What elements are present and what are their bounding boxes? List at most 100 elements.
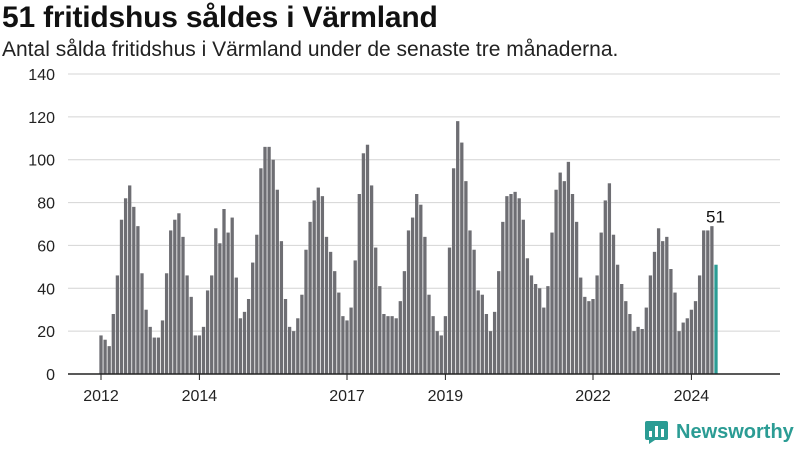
bar <box>501 221 505 374</box>
bar <box>423 236 427 374</box>
bar <box>562 181 566 374</box>
bar <box>517 198 521 374</box>
bar <box>341 316 345 374</box>
bar <box>505 196 509 374</box>
y-tick-label: 20 <box>37 324 55 341</box>
bar <box>111 314 115 374</box>
bar <box>529 275 534 374</box>
bar <box>185 275 189 374</box>
bar <box>275 189 279 374</box>
bar <box>283 299 288 374</box>
bar <box>464 181 468 374</box>
bar <box>685 318 689 374</box>
bar <box>333 271 337 374</box>
bar <box>308 221 312 374</box>
bar <box>554 189 558 374</box>
bar <box>263 146 267 374</box>
y-tick-label: 80 <box>37 196 55 213</box>
bar <box>349 307 353 374</box>
bar <box>476 290 480 374</box>
bar <box>492 311 497 374</box>
bar <box>103 339 107 374</box>
bar <box>710 226 714 374</box>
bar <box>591 299 595 374</box>
bar <box>410 217 415 374</box>
bar <box>378 286 382 374</box>
bar <box>579 277 583 374</box>
bar <box>345 320 349 374</box>
bar <box>160 320 165 374</box>
bar <box>148 326 152 374</box>
x-tick-label: 2022 <box>575 388 611 405</box>
bar <box>156 337 161 374</box>
bar <box>173 219 177 374</box>
y-tick-label: 100 <box>28 153 55 170</box>
bar <box>533 284 538 374</box>
bar <box>123 198 128 374</box>
bar <box>218 243 222 374</box>
x-tick-label: 2017 <box>329 388 365 405</box>
bar <box>374 247 378 374</box>
bar <box>607 183 612 374</box>
bar <box>693 301 698 374</box>
bar <box>210 275 214 374</box>
bar <box>480 294 484 374</box>
bar <box>214 228 218 374</box>
bar <box>357 194 361 374</box>
bar <box>99 335 103 374</box>
bar <box>406 230 411 374</box>
bar <box>136 226 140 374</box>
bar <box>128 185 132 374</box>
bar <box>661 241 665 374</box>
x-tick-label: 2024 <box>674 388 710 405</box>
bar <box>689 309 694 374</box>
bar <box>587 301 591 374</box>
bar <box>251 262 255 374</box>
bar <box>369 185 374 374</box>
bar <box>365 144 370 374</box>
bar <box>382 314 386 374</box>
bar <box>681 322 685 374</box>
x-tick-label: 2014 <box>182 388 218 405</box>
bar <box>706 230 710 374</box>
bar <box>402 271 407 374</box>
bar <box>570 194 575 374</box>
bar <box>697 275 702 374</box>
bar <box>316 187 320 374</box>
x-tick-label: 2012 <box>83 388 119 405</box>
bar <box>246 299 251 374</box>
bar <box>497 271 501 374</box>
bar <box>550 232 554 374</box>
bar <box>652 251 657 374</box>
bar <box>538 288 542 374</box>
y-tick-label: 0 <box>46 367 55 384</box>
bar <box>439 335 443 374</box>
bar <box>337 292 341 374</box>
bar <box>230 217 234 374</box>
bar <box>279 241 284 374</box>
latest-value-label: 51 <box>706 208 725 227</box>
bar <box>542 307 546 374</box>
bar <box>152 337 156 374</box>
bar <box>574 221 579 374</box>
bar <box>640 329 644 374</box>
bar <box>320 196 325 374</box>
bar <box>583 296 587 374</box>
bar-highlight <box>714 264 718 374</box>
y-tick-label: 60 <box>37 238 55 255</box>
bar <box>447 247 452 374</box>
bar <box>665 236 669 374</box>
bar <box>468 230 472 374</box>
bar <box>415 194 419 374</box>
bar <box>435 331 439 374</box>
bar <box>292 331 296 374</box>
bar <box>201 326 206 374</box>
bar <box>296 318 300 374</box>
newsworthy-logo-icon <box>645 421 668 444</box>
bar <box>558 172 562 374</box>
bar <box>361 153 366 374</box>
bar <box>702 230 706 374</box>
bar <box>132 206 136 374</box>
y-tick-label: 120 <box>28 110 55 127</box>
